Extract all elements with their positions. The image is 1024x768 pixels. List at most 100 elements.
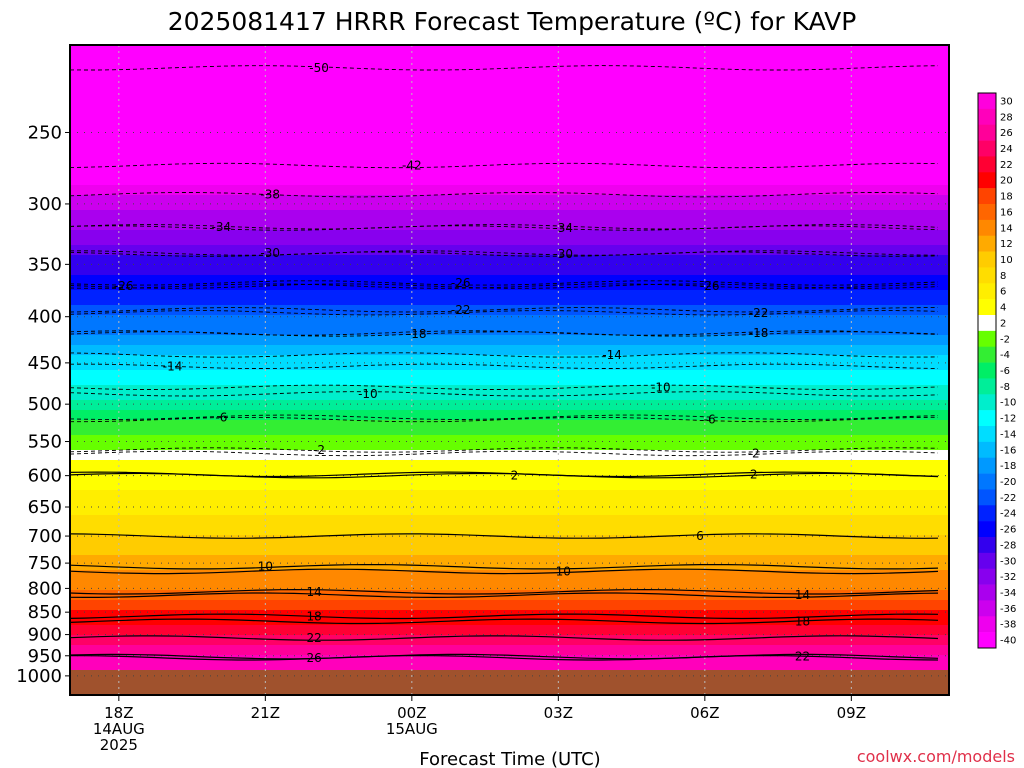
temperature-band [70, 205, 949, 211]
y-tick-label: 700 [28, 526, 62, 547]
colorbar-label: 4 [1000, 303, 1006, 314]
contour-line [70, 224, 939, 230]
temperature-band [70, 130, 949, 136]
colorbar: 30 28 26 24 22 20 18 16 14 12 10 8 6 4 2 -2 -4 -6 -8 -10 -12… [977, 92, 1016, 649]
y-tick-label: 600 [28, 466, 62, 487]
temperature-band [70, 335, 949, 341]
plot-area: -50-42-38-34 -34-30 -30-26 -26 -26-22 -22-18-… [70, 45, 949, 695]
contour-label: -30 [553, 247, 573, 261]
colorbar-swatch [978, 616, 996, 633]
temperature-band [70, 665, 949, 671]
temperature-band [70, 190, 949, 196]
colorbar-label: 24 [1000, 144, 1013, 155]
temperature-band [70, 570, 949, 576]
temperature-band [70, 265, 949, 271]
contour-line [70, 533, 939, 539]
temperature-band [70, 530, 949, 536]
colorbar-swatch [978, 394, 996, 411]
temperature-band [70, 210, 949, 216]
colorbar-label: -24 [1000, 509, 1016, 520]
temperature-band [70, 405, 949, 411]
colorbar-swatch [978, 108, 996, 126]
contour-line [70, 653, 939, 660]
temperature-band [70, 310, 949, 316]
temperature-band [70, 65, 949, 71]
colorbar-swatch [978, 489, 996, 506]
temperature-band [70, 575, 949, 581]
contour-label: 22 [307, 631, 322, 645]
contour-line [70, 280, 939, 286]
contour-label: -18 [407, 327, 427, 341]
colorbar-swatch [978, 600, 996, 617]
temperature-band [70, 350, 949, 356]
temperature-band [70, 605, 949, 611]
temperature-band [70, 215, 949, 221]
temperature-band [70, 180, 949, 186]
temperature-band [70, 230, 949, 236]
contour-label: 18 [795, 614, 810, 628]
contour-label: 10 [556, 564, 571, 578]
contour-line [70, 307, 938, 313]
colorbar-label: 10 [1000, 255, 1013, 266]
contour-line [70, 564, 939, 570]
colorbar-label: -38 [1000, 620, 1016, 631]
contour-line [70, 635, 939, 641]
temperature-band [70, 245, 949, 251]
y-tick-label: 650 [28, 497, 62, 518]
temperature-band [70, 85, 949, 91]
temperature-band [70, 455, 949, 461]
temperature-band [70, 200, 949, 206]
temperature-band [70, 675, 949, 681]
x-tick-label: 14AUG [93, 720, 145, 738]
temperature-band [70, 270, 949, 276]
temperature-band [70, 485, 949, 491]
temperature-band [70, 595, 949, 601]
temperature-band [70, 395, 949, 401]
colorbar-label: 14 [1000, 223, 1013, 234]
colorbar-label: -10 [1000, 398, 1016, 409]
temperature-band [70, 385, 949, 391]
colorbar-label: -2 [1000, 334, 1010, 345]
temperature-band [70, 650, 949, 656]
temperature-band [70, 635, 949, 641]
colorbar-swatch [978, 378, 996, 395]
temperature-band [70, 630, 949, 636]
temperature-band [70, 480, 949, 486]
colorbar-swatch [978, 124, 996, 141]
temperature-band [70, 615, 949, 621]
contour-label: -10 [358, 387, 378, 401]
contour-label: 2 [750, 467, 758, 481]
x-tick-label: 18Z [104, 704, 133, 722]
temperature-band [70, 185, 949, 191]
temperature-band [70, 490, 949, 496]
x-tick-label: 21Z [251, 704, 280, 722]
colorbar-swatch [978, 219, 996, 237]
temperature-band [70, 300, 949, 306]
credit-text: coolwx.com/models [857, 747, 1015, 766]
contour-label: -50 [309, 61, 329, 75]
temperature-band [70, 460, 949, 466]
temperature-band [70, 525, 949, 531]
temperature-band [70, 45, 949, 51]
temperature-band [70, 435, 949, 441]
contour-label: -2 [313, 443, 325, 457]
temperature-band [70, 160, 949, 166]
colorbar-label: -12 [1000, 414, 1016, 425]
colorbar-swatch [978, 552, 996, 570]
colorbar-swatch [978, 537, 996, 554]
temperature-band [70, 465, 949, 471]
temperature-band [70, 220, 949, 226]
temperature-band [70, 290, 949, 296]
temperature-band [70, 295, 949, 301]
temperature-band [70, 100, 949, 106]
y-tick-label: 950 [28, 646, 62, 667]
temperature-band [70, 645, 949, 651]
colorbar-swatch [978, 283, 996, 300]
colorbar-swatch [978, 235, 996, 252]
temperature-band [70, 260, 949, 266]
colorbar-swatch [978, 568, 996, 585]
temperature-band [70, 680, 949, 686]
colorbar-label: 18 [1000, 192, 1013, 203]
temperature-band [70, 70, 949, 76]
